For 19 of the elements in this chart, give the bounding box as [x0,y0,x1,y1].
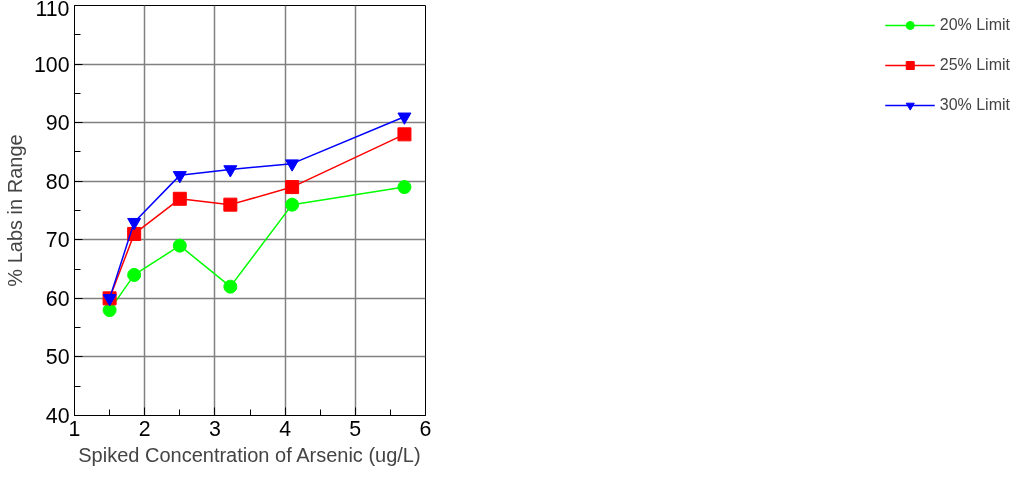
y-tick-label: 60 [45,286,70,311]
x-tick-label: 5 [349,416,362,441]
y-tick-label: 90 [45,111,70,136]
y-tick-label: 80 [45,169,70,194]
legend-label: 20% Limit [939,16,1010,34]
x-tick-label: 1 [68,416,81,441]
y-tick-label: 100 [33,52,70,77]
y-tick-label: 70 [45,228,70,253]
x-tick-label: 6 [419,416,432,441]
y-tick-label: 40 [45,404,70,428]
legend-label: 25% Limit [939,56,1010,74]
x-tick-label: 3 [208,416,221,441]
x-axis-title: Spiked Concentration of Arsenic (ug/L) [78,443,421,466]
y-tick-label: 50 [45,345,70,370]
legend-label: 30% Limit [939,96,1010,114]
x-tick-label: 4 [279,416,292,441]
y-tick-label: 110 [35,0,70,21]
y-axis-title: % Labs in Range [3,134,26,287]
x-tick-label: 2 [138,416,151,441]
